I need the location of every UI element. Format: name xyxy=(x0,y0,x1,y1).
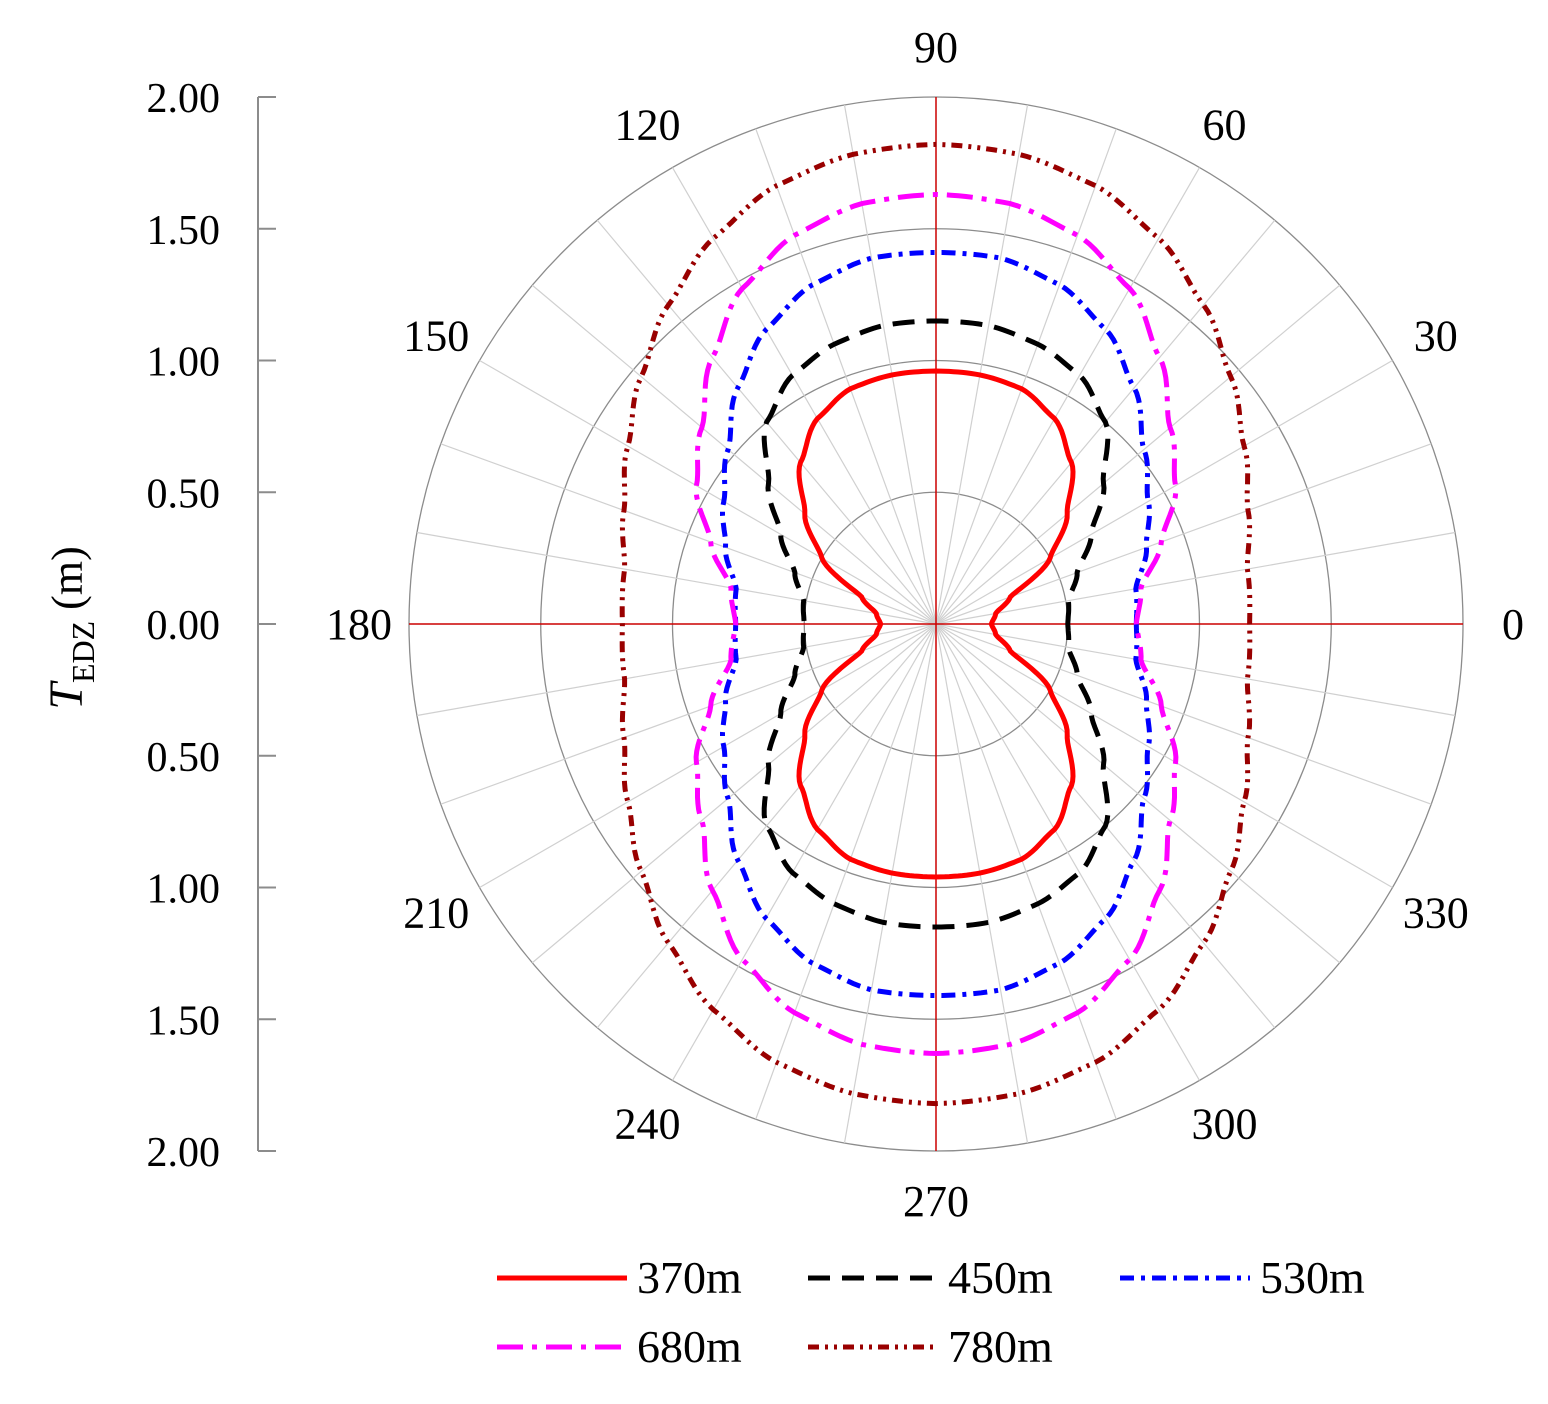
grid-spoke xyxy=(935,359,1393,625)
grid-spoke xyxy=(440,443,937,625)
angle-label: 150 xyxy=(403,312,469,361)
radial-tick-label: 2.00 xyxy=(147,76,221,122)
angle-labels: 0 30 60 90 120 150 180 210 240 270 300 330 xyxy=(326,23,1524,1226)
grid-spoke xyxy=(935,128,1117,625)
legend: 370m 450m 530m 680m 780m xyxy=(497,1252,1365,1372)
grid-spoke xyxy=(935,104,1029,625)
grid-spoke xyxy=(479,359,937,625)
grid-spoke xyxy=(531,284,937,625)
radial-tick-label: 2.00 xyxy=(147,1130,221,1176)
angle-label: 0 xyxy=(1502,600,1524,649)
series-line-680m xyxy=(693,191,1179,1057)
grid-spoke xyxy=(935,623,1117,1120)
grid-spoke xyxy=(596,623,937,1029)
series-line-780m xyxy=(619,141,1253,1107)
grid-spoke xyxy=(935,623,1456,717)
grid-spoke xyxy=(935,623,1029,1144)
legend-label-370m: 370m xyxy=(637,1252,742,1303)
grid-spoke xyxy=(671,623,937,1081)
radial-tick-label: 0.00 xyxy=(147,603,221,649)
angle-label: 300 xyxy=(1192,1100,1258,1149)
radial-axis-title: TEDZ (m) xyxy=(40,546,101,709)
grid-spoke xyxy=(416,623,937,717)
radial-tick-label: 0.50 xyxy=(147,735,221,781)
radial-axis-title-main: T xyxy=(40,680,93,710)
grid-spoke xyxy=(935,443,1432,625)
grid-spoke xyxy=(935,623,1201,1081)
radial-tick-label: 1.00 xyxy=(147,340,221,386)
legend-label-780m: 780m xyxy=(948,1321,1053,1372)
angle-label: 210 xyxy=(403,889,469,938)
radial-tick-label: 1.50 xyxy=(147,208,221,254)
radial-axis-title-unit: (m) xyxy=(43,546,92,621)
angle-label: 240 xyxy=(615,1100,681,1149)
radial-tick-label: 1.50 xyxy=(147,998,221,1044)
polar-grid xyxy=(408,96,1464,1152)
grid-spoke xyxy=(843,104,937,625)
grid-spoke xyxy=(416,531,937,625)
grid-spoke xyxy=(935,623,1393,889)
series-group xyxy=(619,141,1253,1107)
grid-spoke xyxy=(531,623,937,964)
angle-label: 270 xyxy=(903,1177,969,1226)
grid-spoke xyxy=(935,531,1456,625)
legend-label-530m: 530m xyxy=(1260,1252,1365,1303)
angle-label: 330 xyxy=(1403,889,1469,938)
angle-label: 90 xyxy=(914,23,958,72)
angle-label: 120 xyxy=(615,100,681,149)
grid-spoke xyxy=(935,623,1432,805)
grid-spoke xyxy=(440,623,937,805)
angle-label: 180 xyxy=(326,600,392,649)
grid-spoke xyxy=(479,623,937,889)
grid-spoke xyxy=(671,167,937,625)
radial-axis-title-sub: EDZ xyxy=(65,621,101,683)
grid-spoke xyxy=(935,284,1341,625)
radial-tick-label: 0.50 xyxy=(147,471,221,517)
series-line-370m xyxy=(796,368,1076,880)
radial-axis: 2.00 1.50 1.00 0.50 0.00 0.50 1.00 1.50 2.00 xyxy=(147,76,276,1176)
angle-label: 60 xyxy=(1203,100,1247,149)
grid-spoke xyxy=(935,167,1201,625)
grid-spoke xyxy=(755,623,937,1120)
angle-label: 30 xyxy=(1414,312,1458,361)
radial-tick-label: 1.00 xyxy=(147,867,221,913)
grid-spoke xyxy=(755,128,937,625)
legend-label-680m: 680m xyxy=(637,1321,742,1372)
grid-spoke xyxy=(935,623,1341,964)
grid-spoke xyxy=(843,623,937,1144)
legend-label-450m: 450m xyxy=(948,1252,1053,1303)
